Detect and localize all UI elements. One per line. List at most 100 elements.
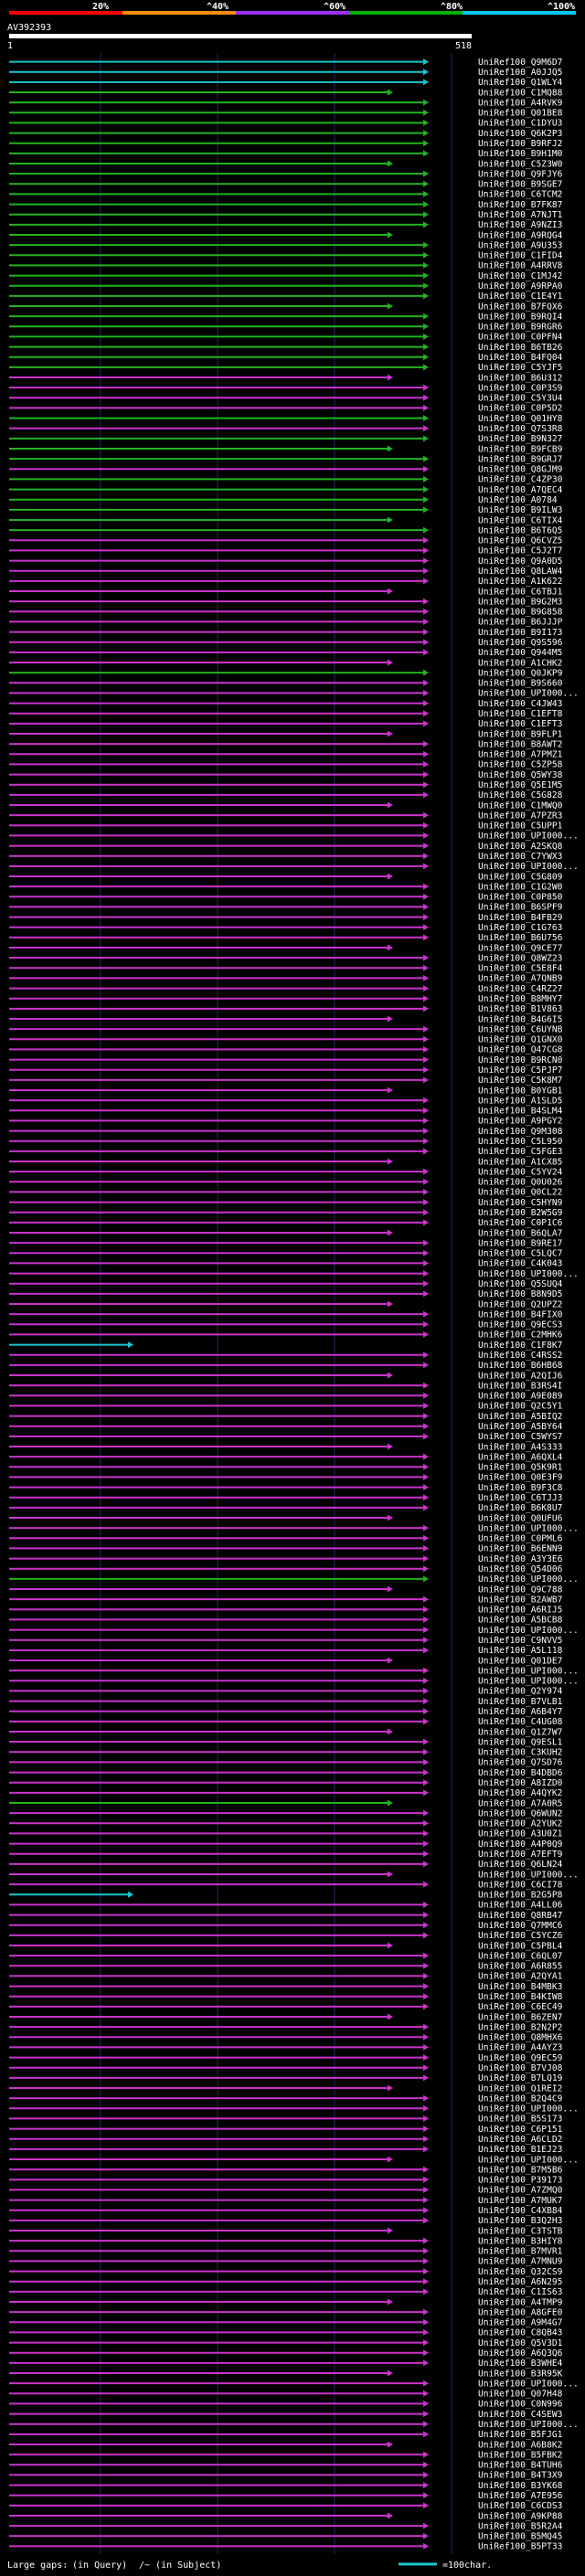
hit-row[interactable]: UniRef100_C4JW43 xyxy=(9,699,563,709)
hit-label[interactable]: UniRef100_Q07H48 xyxy=(478,2390,563,2400)
hit-label[interactable]: UniRef100_Q8RB47 xyxy=(478,1911,563,1921)
hit-row[interactable]: UniRef100_A9E089 xyxy=(9,1392,563,1402)
hit-label[interactable]: UniRef100_A4RRV8 xyxy=(478,261,563,271)
hit-label[interactable]: UniRef100_C0PFN4 xyxy=(478,333,563,343)
hit-label[interactable]: UniRef100_B4MBK3 xyxy=(478,1982,563,1992)
hit-label[interactable]: UniRef100_A7MUK7 xyxy=(478,2196,563,2206)
hit-label[interactable]: UniRef100_Q1REI2 xyxy=(478,2083,562,2094)
hit-row[interactable]: UniRef100_A0784 xyxy=(9,495,558,505)
hit-row[interactable]: UniRef100_A2QYA1 xyxy=(9,1972,563,1982)
hit-row[interactable]: UniRef100_A9RPA0 xyxy=(9,281,563,292)
hit-row[interactable]: UniRef100_B9H1M0 xyxy=(9,149,563,159)
hit-row[interactable]: UniRef100_B4T3X9 xyxy=(9,2471,563,2481)
hit-row[interactable]: UniRef100_A6R855 xyxy=(9,1962,562,1972)
hit-label[interactable]: UniRef100_A7E956 xyxy=(478,2491,563,2501)
hit-label[interactable]: UniRef100_C0P5D2 xyxy=(478,404,562,414)
hit-label[interactable]: UniRef100_B6U756 xyxy=(478,933,563,943)
hit-label[interactable]: UniRef100_B8MHY7 xyxy=(478,994,563,1004)
hit-row[interactable]: UniRef100_A8GFE0 xyxy=(9,2307,563,2317)
hit-row[interactable]: UniRef100_Q944M5 xyxy=(9,648,562,658)
hit-row[interactable]: UniRef100_UPI000... xyxy=(9,1574,579,1585)
hit-label[interactable]: UniRef100_Q9EC59 xyxy=(478,2053,563,2063)
hit-label[interactable]: UniRef100_Q9M6D7 xyxy=(478,58,563,68)
hit-label[interactable]: UniRef100_B4FB29 xyxy=(478,913,563,923)
hit-row[interactable]: UniRef100_C5YJF5 xyxy=(9,363,562,373)
hit-row[interactable]: UniRef100_UPI000... xyxy=(9,1870,579,1880)
hit-label[interactable]: UniRef100_C6CI78 xyxy=(478,1880,563,1890)
hit-label[interactable]: UniRef100_Q0U026 xyxy=(478,1178,563,1188)
hit-row[interactable]: UniRef100_A7E956 xyxy=(9,2491,563,2501)
hit-label[interactable]: UniRef100_B9ILW3 xyxy=(478,505,563,515)
hit-row[interactable]: UniRef100_B2N2P2 xyxy=(9,2022,562,2032)
hit-row[interactable]: UniRef100_A5BY64 xyxy=(9,1422,563,1432)
hit-row[interactable]: UniRef100_B9F3C8 xyxy=(9,1483,563,1493)
hit-label[interactable]: UniRef100_C3TSTB xyxy=(478,2226,563,2236)
hit-label[interactable]: UniRef100_B9H1M0 xyxy=(478,149,563,159)
hit-row[interactable]: UniRef100_A7NJT1 xyxy=(9,210,563,220)
hit-label[interactable]: UniRef100_C0PML6 xyxy=(478,1534,563,1544)
hit-label[interactable]: UniRef100_C5UPP1 xyxy=(478,822,563,832)
hit-row[interactable]: UniRef100_UPI000... xyxy=(9,1677,579,1687)
hit-label[interactable]: UniRef100_B6U312 xyxy=(478,373,562,383)
hit-label[interactable]: UniRef100_C6P151 xyxy=(478,2125,563,2135)
hit-row[interactable]: UniRef100_B4SLM4 xyxy=(9,1107,563,1117)
hit-label[interactable]: UniRef100_C1DYU3 xyxy=(478,119,563,129)
hit-label[interactable]: UniRef100_UPI000... xyxy=(478,832,579,842)
hit-label[interactable]: UniRef100_Q5K9R1 xyxy=(478,1463,563,1473)
hit-row[interactable]: UniRef100_A9M4G7 xyxy=(9,2318,563,2328)
hit-label[interactable]: UniRef100_Q8LAW4 xyxy=(478,567,563,577)
hit-label[interactable]: UniRef100_B4DBD6 xyxy=(478,1768,563,1778)
hit-label[interactable]: UniRef100_C4SEW3 xyxy=(478,2410,563,2420)
hit-row[interactable]: UniRef100_A7QEC4 xyxy=(9,485,563,495)
hit-label[interactable]: UniRef100_C6CDS3 xyxy=(478,2501,563,2511)
hit-label[interactable]: UniRef100_A9KP88 xyxy=(478,2511,563,2521)
hit-row[interactable]: UniRef100_A6Q3Q6 xyxy=(9,2348,563,2359)
hit-label[interactable]: UniRef100_C0P3S9 xyxy=(478,383,563,393)
hit-label[interactable]: UniRef100_Q5E1M5 xyxy=(478,780,562,790)
hit-label[interactable]: UniRef100_B9FCB9 xyxy=(478,444,563,454)
hit-row[interactable]: UniRef100_C5YV24 xyxy=(9,1167,563,1177)
hit-label[interactable]: UniRef100_UPI000... xyxy=(478,2379,579,2389)
hit-row[interactable]: UniRef100_C6EC49 xyxy=(9,2002,563,2012)
hit-row[interactable]: UniRef100_A5BIQ2 xyxy=(9,1412,562,1422)
hit-label[interactable]: UniRef100_B5FJG1 xyxy=(478,2430,563,2440)
hit-label[interactable]: UniRef100_B6HB68 xyxy=(478,1361,563,1371)
hit-label[interactable]: UniRef100_Q47CG8 xyxy=(478,1045,563,1055)
hit-label[interactable]: UniRef100_A6CLD2 xyxy=(478,2135,562,2145)
hit-row[interactable]: UniRef100_B7MVR1 xyxy=(9,2247,563,2257)
hit-row[interactable]: UniRef100_B3RS4I xyxy=(9,1381,562,1391)
hit-row[interactable]: UniRef100_Q0CL22 xyxy=(9,1188,562,1198)
hit-row[interactable]: UniRef100_A4QYK2 xyxy=(9,1788,562,1798)
hit-row[interactable]: UniRef100_A7MUK7 xyxy=(9,2196,563,2206)
hit-row[interactable]: UniRef100_C5LQC7 xyxy=(9,1249,563,1259)
hit-label[interactable]: UniRef100_C4UG08 xyxy=(478,1717,563,1727)
hit-row[interactable]: UniRef100_C6CDS3 xyxy=(9,2501,563,2511)
hit-label[interactable]: UniRef100_B9GRJ7 xyxy=(478,454,563,464)
hit-label[interactable]: UniRef100_B9RQI4 xyxy=(478,312,563,322)
hit-row[interactable]: UniRef100_B6U756 xyxy=(9,933,563,943)
hit-label[interactable]: UniRef100_A3Y3E6 xyxy=(478,1554,563,1564)
hit-row[interactable]: UniRef100_C5E8F4 xyxy=(9,964,563,974)
hit-row[interactable]: UniRef100_B1V863 xyxy=(9,1004,563,1014)
hit-label[interactable]: UniRef100_B7FQX6 xyxy=(478,302,563,312)
hit-row[interactable]: UniRef100_Q5SUQ4 xyxy=(9,1279,563,1289)
hit-label[interactable]: UniRef100_B9G858 xyxy=(478,608,563,618)
hit-label[interactable]: UniRef100_B5S173 xyxy=(478,2115,563,2125)
hit-row[interactable]: UniRef100_C0PFN4 xyxy=(9,333,563,343)
hit-label[interactable]: UniRef100_Q2C5Y1 xyxy=(478,1402,563,1412)
hit-row[interactable]: UniRef100_Q7SD76 xyxy=(9,1758,563,1768)
hit-label[interactable]: UniRef100_A0784 xyxy=(478,495,558,505)
hit-label[interactable]: UniRef100_Q8WZ23 xyxy=(478,953,563,963)
hit-row[interactable]: UniRef100_C6TJJ3 xyxy=(9,1493,563,1503)
hit-label[interactable]: UniRef100_B5R2A4 xyxy=(478,2521,563,2531)
hit-label[interactable]: UniRef100_B3RS4I xyxy=(478,1381,562,1391)
hit-row[interactable]: UniRef100_A6CLD2 xyxy=(9,2135,562,2145)
hit-row[interactable]: UniRef100_B6QLA7 xyxy=(9,1228,563,1238)
hit-label[interactable]: UniRef100_Q01HY8 xyxy=(478,414,563,424)
hit-label[interactable]: UniRef100_Q9A0D5 xyxy=(478,557,562,567)
hit-row[interactable]: UniRef100_C5ZP58 xyxy=(9,760,563,770)
hit-label[interactable]: UniRef100_A2QIJ6 xyxy=(478,1371,563,1381)
hit-label[interactable]: UniRef100_B7VLB1 xyxy=(478,1697,563,1707)
hit-label[interactable]: UniRef100_B5MQ45 xyxy=(478,2532,562,2542)
hit-label[interactable]: UniRef100_Q0UFU6 xyxy=(478,1513,563,1523)
